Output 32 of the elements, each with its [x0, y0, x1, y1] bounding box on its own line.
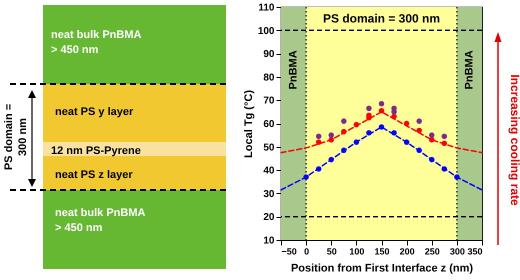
x-tick-label: −50 — [282, 246, 297, 256]
text: neat PS y layer — [55, 106, 134, 118]
text: neat PS z layer — [55, 169, 134, 181]
x-tick-label: 150 — [374, 246, 390, 256]
y-tick-label: 60 — [263, 119, 275, 130]
x-tick-label: 300 — [450, 246, 465, 256]
text: neat bulk PnBMA > 450 nm — [51, 29, 142, 56]
y-tick-label: 30 — [263, 188, 275, 200]
y-tick-label: 40 — [263, 166, 275, 177]
x-tick-label: 50 — [326, 246, 337, 256]
y-tick-label: 50 — [263, 142, 275, 154]
band-label: PS domain = 300 nm — [322, 12, 440, 26]
y-tick-label: 110 — [258, 2, 275, 14]
x-tick-label: 200 — [400, 246, 415, 256]
y-tick-label: 70 — [263, 96, 275, 107]
x-tick-label: 100 — [349, 246, 364, 256]
y-tick-label: 20 — [263, 212, 275, 224]
text: PS domain = 300 nm — [3, 104, 29, 170]
y-axis-title: Local Tg (°C) — [242, 90, 255, 158]
y-tick-label: 90 — [263, 49, 275, 60]
x-tick-label: 350 — [467, 246, 482, 256]
y-tick-label: 80 — [263, 72, 275, 84]
text: 12 nm PS-Pyrene — [51, 145, 141, 157]
text: neat bulk PnBMA > 450 nm — [55, 207, 146, 234]
y-tick-label: 10 — [263, 236, 275, 246]
band-label: PnBMA — [288, 50, 300, 90]
y-tick-label: 100 — [258, 26, 275, 37]
band-label: PnBMA — [463, 50, 476, 90]
x-axis-title: Position from First Interface z (nm) — [290, 262, 474, 274]
text: Increasing cooling rate — [508, 74, 520, 206]
x-tick-label: 250 — [424, 246, 440, 256]
x-tick-label: 0 — [304, 246, 310, 256]
